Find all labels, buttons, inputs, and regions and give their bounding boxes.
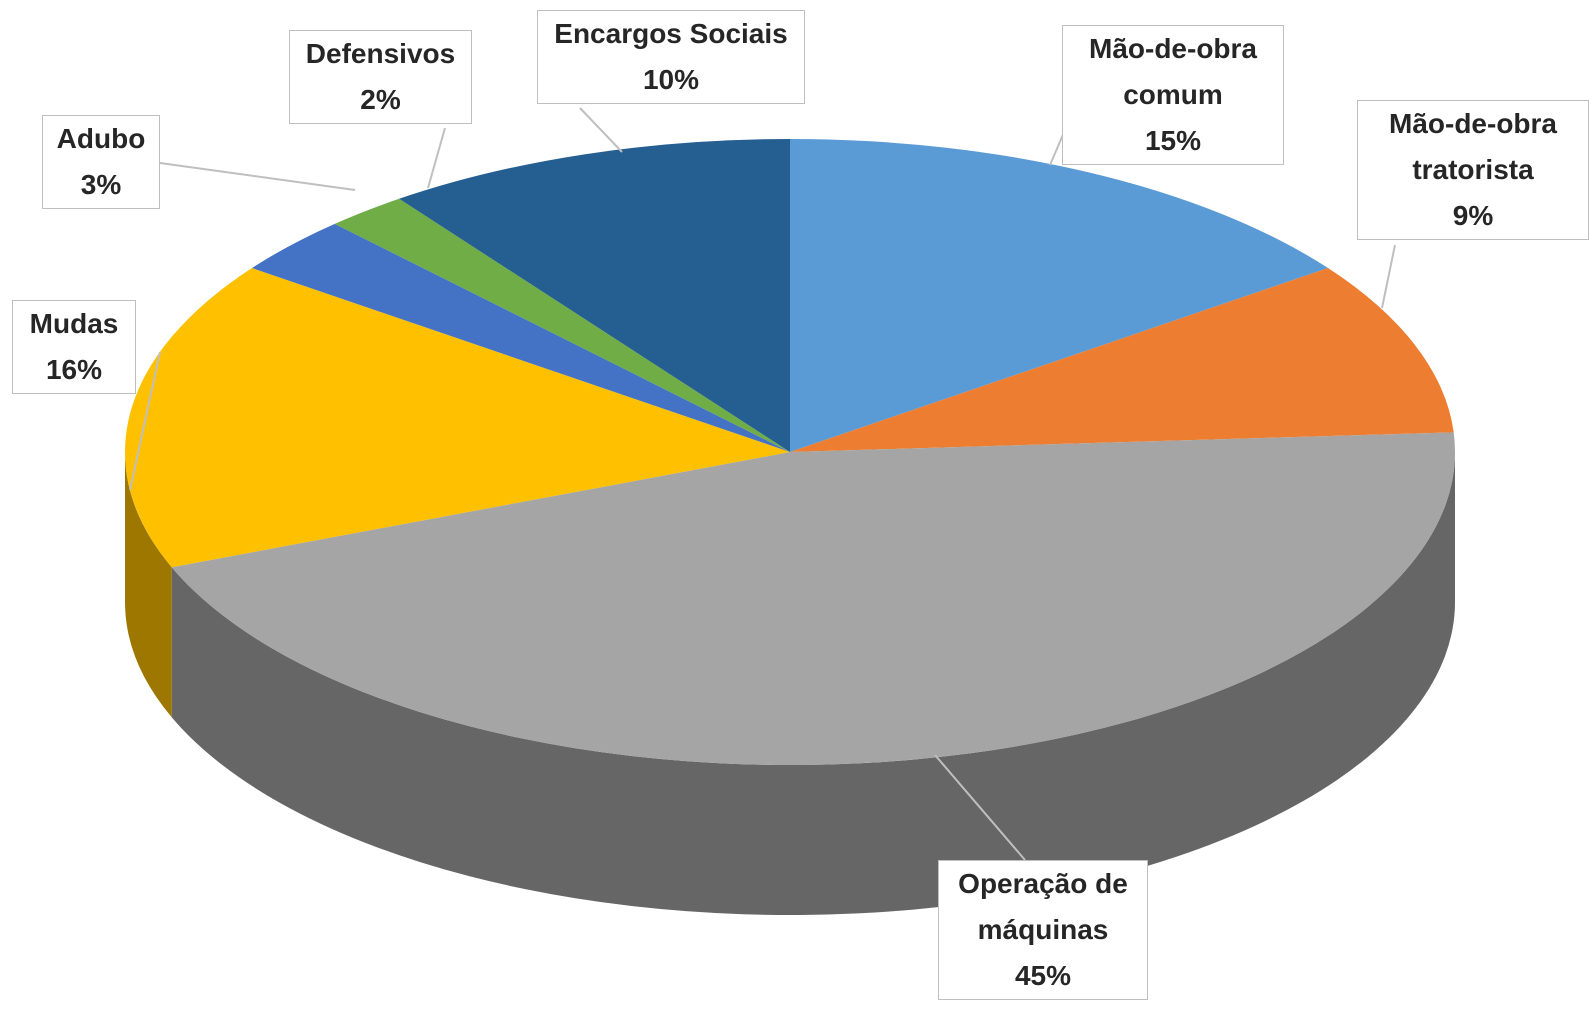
data-label: Operação de máquinas 45% (938, 860, 1148, 1000)
data-label: Encargos Sociais 10% (537, 10, 805, 104)
leader-line (427, 127, 446, 189)
leader-line (934, 754, 1026, 861)
pie-sides (125, 452, 1456, 916)
label-value: 16% (45, 354, 103, 385)
data-label: Adubo 3% (42, 115, 160, 209)
pie-slice (252, 223, 791, 452)
label-category: Adubo (56, 123, 146, 154)
pie-slice (790, 139, 1328, 452)
label-category: Defensivos (305, 38, 456, 69)
leader-line (579, 107, 623, 153)
pie-slice (790, 268, 1454, 452)
label-category: Operação de máquinas (958, 868, 1128, 945)
label-value: 10% (642, 64, 700, 95)
label-value: 15% (1144, 125, 1202, 156)
label-value: 2% (360, 84, 401, 115)
label-value: 9% (1452, 200, 1494, 231)
leader-line (159, 162, 356, 191)
label-category: Mão-de-obra tratorista (1389, 108, 1557, 185)
pie-slice (124, 268, 790, 568)
pie-slice (334, 198, 790, 452)
pie-tops (124, 139, 1456, 765)
data-label: Mão-de-obra comum 15% (1062, 25, 1284, 165)
data-label: Mão-de-obra tratorista 9% (1357, 100, 1589, 240)
data-label: Defensivos 2% (289, 30, 472, 124)
leader-line (1381, 244, 1396, 309)
pie-side (125, 452, 172, 718)
pie-side (171, 452, 1456, 916)
label-value: 45% (1014, 960, 1072, 991)
label-value: 3% (80, 169, 122, 200)
leader-line (129, 351, 161, 491)
data-label: Mudas 16% (12, 300, 136, 394)
label-category: Mão-de-obra comum (1089, 33, 1257, 110)
leader-lines (129, 107, 1396, 861)
pie-slice (399, 139, 790, 452)
label-category: Encargos Sociais (554, 18, 788, 49)
pie-slice (171, 432, 1456, 765)
label-category: Mudas (29, 308, 119, 339)
